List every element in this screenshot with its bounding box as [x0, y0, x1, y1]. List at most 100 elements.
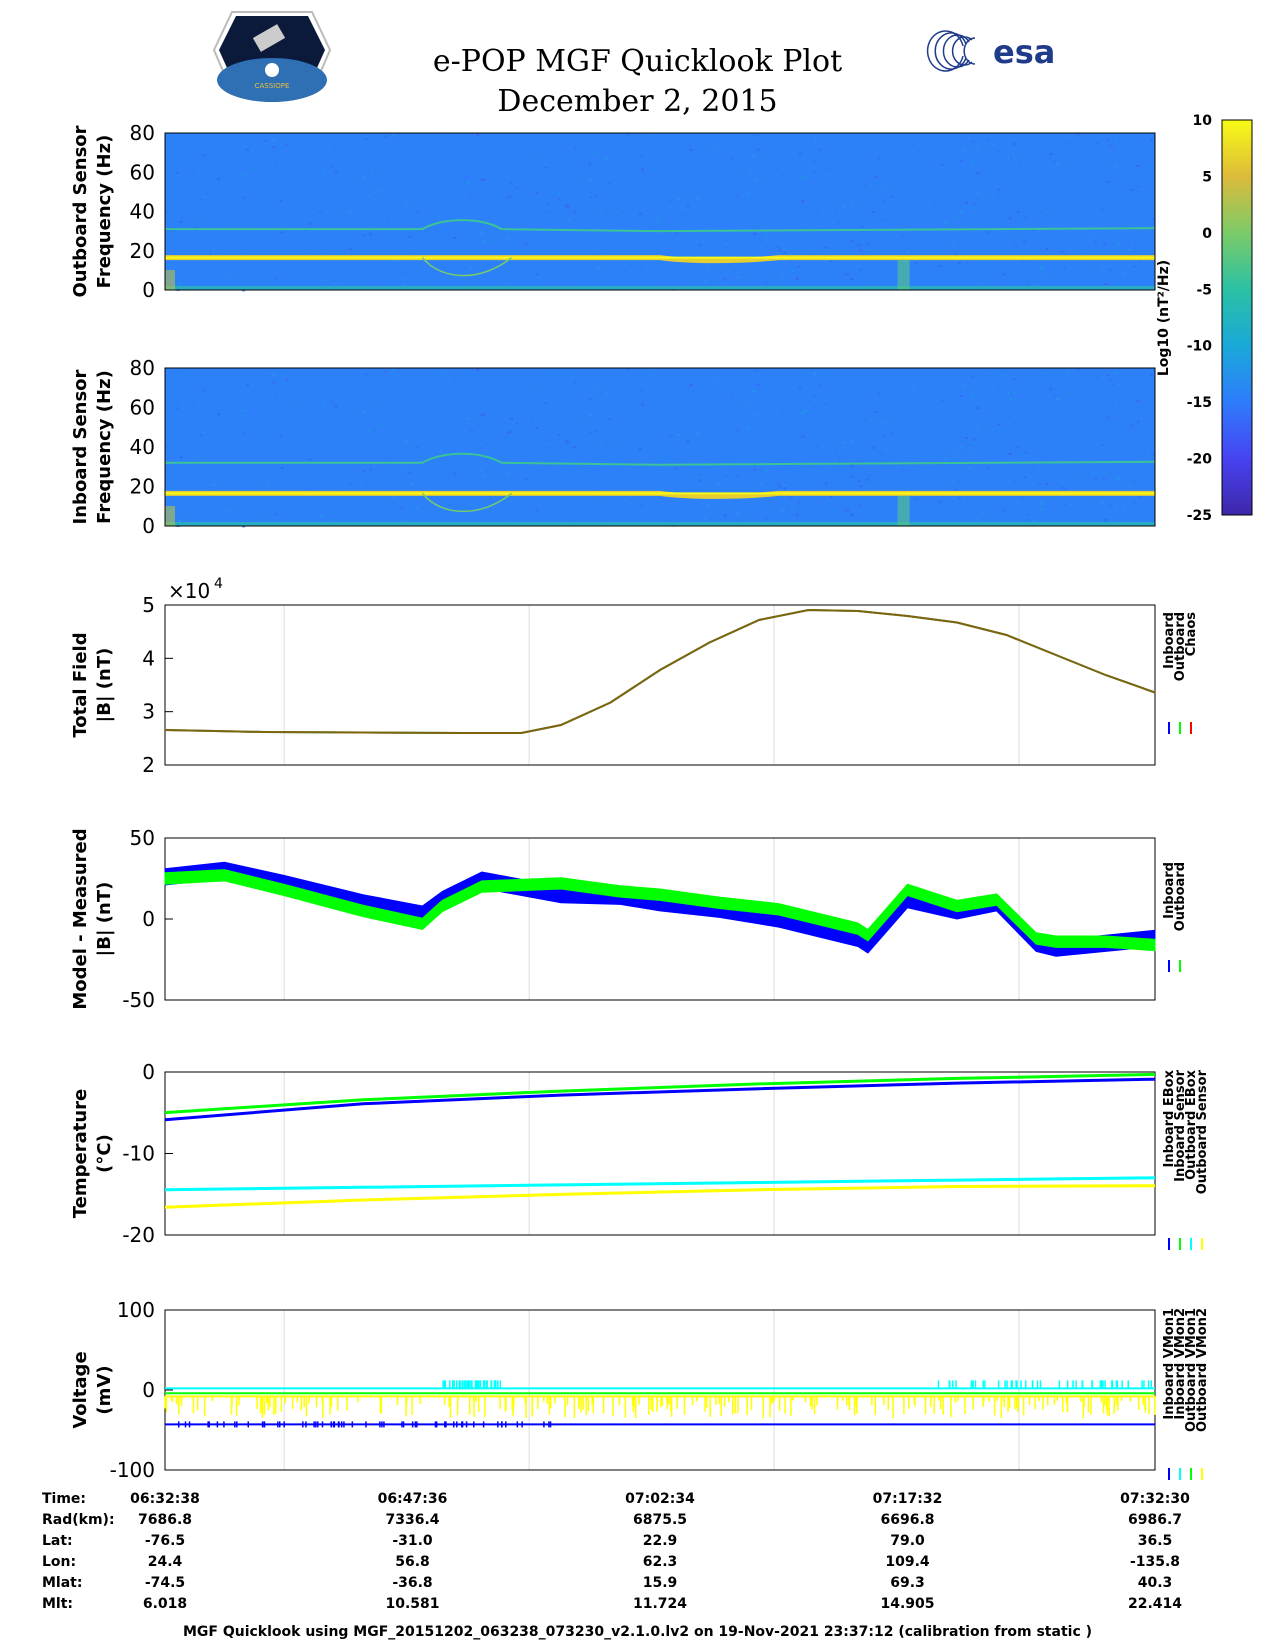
inboard-spectrogram-noise [1109, 488, 1113, 491]
inboard-spectrogram-noise [274, 497, 278, 500]
outboard-spectrogram-noise [801, 177, 805, 180]
outboard-spectrogram-noise [1039, 137, 1043, 140]
outboard-spectrogram-noise [1063, 252, 1067, 255]
inboard-spectrogram-noise [504, 507, 508, 510]
inboard-spectrogram-noise [392, 495, 396, 498]
outboard-spectrogram-noise [1068, 154, 1072, 157]
inboard-spectrogram-noise [614, 446, 618, 449]
outboard-spectrogram-noise [1030, 153, 1034, 156]
inboard-spectrogram-noise [997, 476, 1001, 479]
outboard-spectrogram-noise [788, 260, 792, 263]
outboard-spectrogram-noise [660, 262, 664, 265]
inboard-spectrogram-noise [494, 452, 498, 455]
outboard-spectrogram-noise [335, 251, 339, 254]
temperature-line-inboard-sensor [164, 1072, 1156, 1115]
inboard-spectrogram-noise [1050, 396, 1054, 399]
outboard-spectrogram-noise [252, 178, 256, 181]
inboard-spectrogram-noise [865, 478, 869, 481]
outboard-spectrogram-noise [1016, 210, 1020, 213]
outboard-spectrogram-noise [850, 278, 854, 281]
logo-mark [265, 63, 279, 77]
inboard-spectrogram-noise [491, 470, 495, 473]
outboard-spectrogram-noise [654, 222, 658, 225]
inboard-spectrogram-noise [182, 400, 186, 403]
inboard-spectrogram-noise [622, 499, 626, 502]
outboard-spectrogram-noise [626, 133, 630, 136]
inboard-spectrogram-noise [362, 464, 366, 467]
inboard-spectrogram-noise [670, 478, 674, 481]
outboard-spectrogram-noise [1095, 142, 1099, 145]
outboard-spectrogram-noise [793, 244, 797, 247]
inboard-spectrogram-noise [1134, 385, 1138, 388]
outboard-spectrogram-noise [622, 263, 626, 266]
inboard-spectrogram-noise [318, 446, 322, 449]
inboard-spectrogram-noise [659, 375, 663, 378]
outboard-spectrogram-noise [1045, 247, 1049, 250]
outboard-spectrogram-noise [201, 154, 205, 157]
outboard-spectrogram-noise [318, 211, 322, 214]
outboard-spectrogram-noise [366, 151, 370, 154]
inboard-spectrogram-noise [857, 480, 861, 483]
outboard-spectrogram-noise [892, 213, 896, 216]
outboard-spectrogram-noise [1063, 239, 1067, 242]
xaxis-row-label: Mlat: [42, 1575, 82, 1591]
inboard-spectrogram-noise [238, 464, 242, 467]
inboard-spectrogram-noise [312, 432, 316, 435]
inboard-spectrogram-noise [588, 398, 592, 401]
outboard-spectrogram-noise [1123, 272, 1127, 275]
xaxis-row-label: Lat: [42, 1533, 73, 1549]
outboard-spectrogram-noise [297, 164, 301, 167]
outboard-spectrogram-noise [965, 260, 969, 263]
outboard-spectrogram-noise [378, 139, 382, 142]
inboard-spectrogram-noise [321, 488, 325, 491]
outboard-spectrogram-noise [583, 238, 587, 241]
inboard-spectrogram-noise [304, 488, 308, 491]
outboard-spectrogram-noise [179, 220, 183, 223]
inboard-spectrogram-noise [177, 430, 181, 433]
inboard-spectrogram-noise [976, 496, 980, 499]
outboard-spectrogram-noise [842, 206, 846, 209]
outboard-spectrogram-noise [546, 165, 550, 168]
outboard-spectrogram-noise [929, 213, 933, 216]
outboard-spectrogram-noise [483, 240, 487, 243]
inboard-spectrogram-noise [223, 411, 227, 414]
inboard-spectrogram-noise [232, 500, 236, 503]
outboard-spectrogram-ytick-label: 20 [130, 239, 155, 263]
outboard-spectrogram-noise [777, 246, 781, 249]
outboard-spectrogram-noise [1002, 273, 1006, 276]
inboard-spectrogram-noise [1008, 452, 1012, 455]
outboard-spectrogram-ytick-label: 60 [130, 160, 155, 184]
inboard-spectrogram-noise [660, 498, 664, 501]
outboard-spectrogram-noise [1131, 181, 1135, 184]
inboard-spectrogram-noise [828, 392, 832, 395]
outboard-spectrogram-noise [865, 242, 869, 245]
outboard-spectrogram-noise [408, 235, 412, 238]
inboard-spectrogram-noise [467, 465, 471, 468]
outboard-spectrogram-noise [1002, 226, 1006, 229]
outboard-spectrogram-noise [285, 143, 289, 146]
outboard-spectrogram-noise [723, 278, 727, 281]
inboard-spectrogram-noise [320, 515, 324, 518]
outboard-spectrogram-noise [971, 213, 975, 216]
inboard-spectrogram-noise [723, 368, 727, 371]
temperature-plot-ytick-label: -10 [122, 1142, 155, 1166]
outboard-spectrogram-noise [299, 151, 303, 154]
xaxis-cell: 6986.7 [1128, 1512, 1182, 1528]
inboard-spectrogram-noise [730, 393, 734, 396]
inboard-spectrogram-noise [544, 401, 548, 404]
inboard-spectrogram-noise [753, 452, 757, 455]
outboard-spectrogram-noise [494, 216, 498, 219]
outboard-spectrogram-noise [597, 267, 601, 270]
inboard-spectrogram-noise [745, 427, 749, 430]
inboard-spectrogram-noise [640, 504, 644, 507]
outboard-spectrogram-noise [394, 212, 398, 215]
inboard-spectrogram-noise [441, 369, 445, 372]
inboard-spectrogram-noise [204, 436, 208, 439]
outboard-spectrogram-noise [190, 179, 194, 182]
inboard-spectrogram-noise [596, 388, 600, 391]
inboard-spectrogram-noise [413, 460, 417, 463]
inboard-spectrogram-noise [479, 442, 483, 445]
temperature-legend-label: Outboard EBox [1184, 1069, 1199, 1179]
outboard-spectrogram-noise [704, 193, 708, 196]
outboard-spectrogram-noise [765, 233, 769, 236]
